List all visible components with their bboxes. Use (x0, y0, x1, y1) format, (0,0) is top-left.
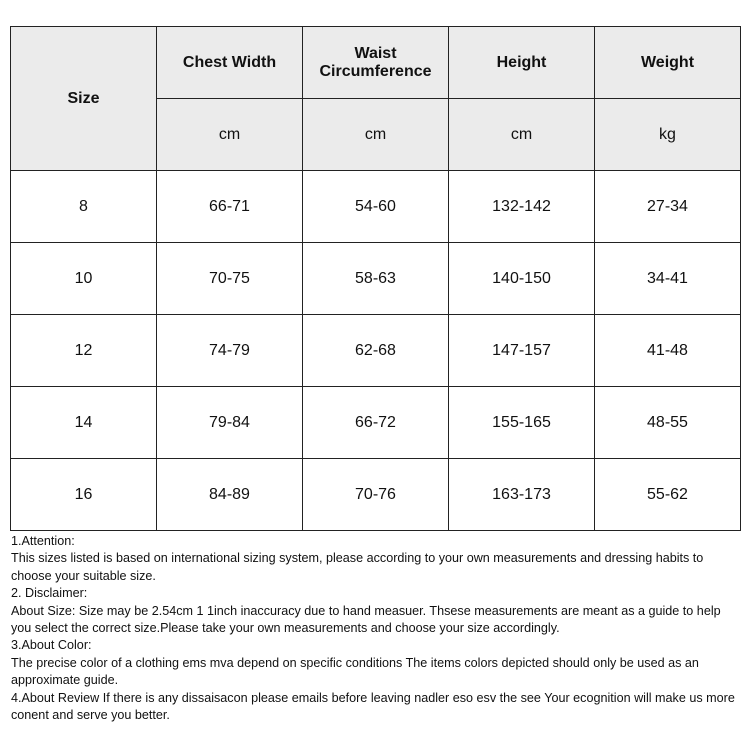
data-cell: 10 (10, 242, 157, 315)
notes: 1.Attention: This sizes listed is based o… (11, 533, 739, 724)
data-cell: 54-60 (302, 170, 449, 243)
note-line: 1.Attention: (11, 534, 75, 548)
data-row: 8 66-71 54-60 132-142 27-34 (10, 170, 741, 243)
data-row: 10 70-75 58-63 140-150 34-41 (10, 242, 741, 315)
data-cell: 48-55 (594, 386, 741, 459)
header-cell: Waist Circumference (302, 26, 449, 99)
data-cell: 58-63 (302, 242, 449, 315)
data-cell: 132-142 (448, 170, 595, 243)
data-cell: 66-72 (302, 386, 449, 459)
data-cell: 34-41 (594, 242, 741, 315)
data-cell: 14 (10, 386, 157, 459)
data-cell: 70-76 (302, 458, 449, 531)
data-row: 12 74-79 62-68 147-157 41-48 (10, 314, 741, 387)
unit-cell: kg (594, 98, 741, 171)
data-cell: 147-157 (448, 314, 595, 387)
unit-cell: cm (448, 98, 595, 171)
unit-cell: cm (156, 98, 303, 171)
header-cell: Size (10, 26, 157, 171)
note-line: 3.About Color: (11, 638, 92, 653)
note-line: About Size: Size may be 2.54cm 1 1inch i… (11, 603, 721, 636)
data-cell: 55-62 (594, 458, 741, 531)
data-cell: 66-71 (156, 170, 303, 243)
header-cell: Height (448, 26, 595, 99)
data-cell: 84-89 (156, 458, 303, 531)
data-cell: 27-34 (594, 170, 741, 243)
data-cell: 8 (10, 170, 157, 243)
note-line: 2. Disclaimer: (11, 586, 88, 601)
unit-row: cm cm cm kg (11, 98, 741, 171)
data-cell: 140-150 (448, 242, 595, 315)
header-row: Size Chest Width Waist Circumference Height… (10, 26, 741, 171)
data-row: 14 79-84 66-72 155-165 48-55 (10, 386, 741, 459)
data-cell: 79-84 (156, 386, 303, 459)
data-cell: 62-68 (302, 314, 449, 387)
unit-cell: cm (302, 98, 449, 171)
note-line: 4.About Review If there is any dissaisac… (11, 690, 735, 723)
data-cell: 163-173 (448, 458, 595, 531)
size-table: Size Chest Width Waist Circumference Height… (10, 26, 741, 531)
header-cell: Chest Width (156, 26, 303, 99)
note-line: This sizes listed is based on internatio… (11, 551, 704, 583)
data-cell: 155-165 (448, 386, 595, 459)
note-line: The precise color of a clothing ems mva … (11, 655, 699, 688)
data-row: 16 84-89 70-76 163-173 55-62 (10, 458, 741, 531)
data-cell: 41-48 (594, 314, 741, 387)
table-body: Size Chest Width Waist Circumference Height… (10, 26, 741, 531)
data-cell: 74-79 (156, 314, 303, 387)
data-cell: 70-75 (156, 242, 303, 315)
header-cell: Weight (594, 26, 741, 99)
data-cell: 12 (10, 314, 157, 387)
data-cell: 16 (10, 458, 157, 531)
